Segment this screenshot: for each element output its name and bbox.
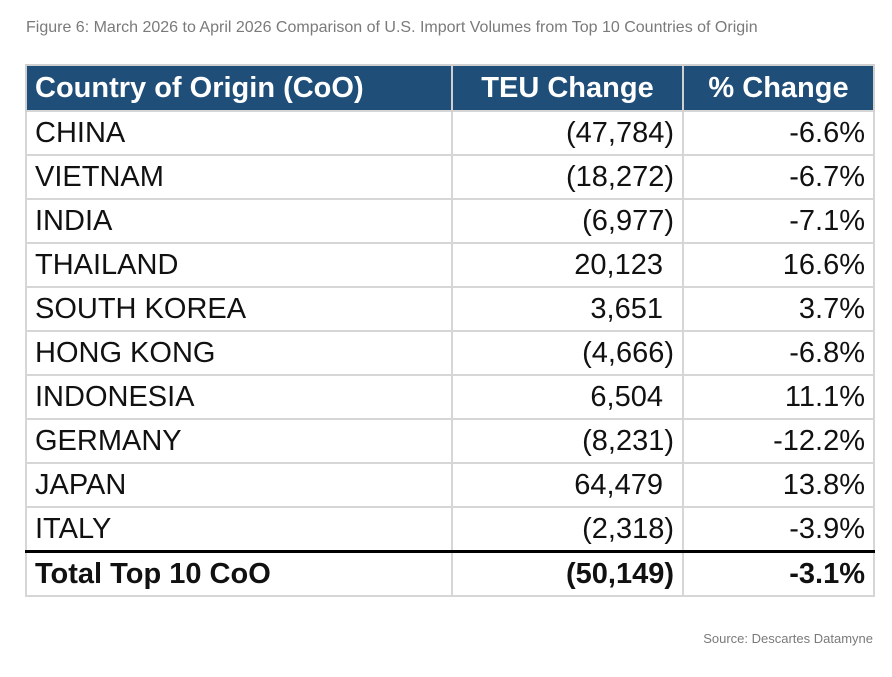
- cell-teu-change: 20,123: [451, 242, 684, 288]
- cell-teu-change: (47,784): [451, 110, 684, 156]
- cell-teu-change: 6,504: [451, 374, 684, 420]
- cell-country: INDIA: [25, 198, 453, 244]
- header-percent-change: % Change: [682, 64, 875, 111]
- cell-percent-change: -3.9%: [682, 506, 875, 553]
- cell-percent-change: -6.8%: [682, 330, 875, 376]
- total-label: Total Top 10 CoO: [25, 550, 453, 597]
- cell-country: JAPAN: [25, 462, 453, 508]
- cell-percent-change: 13.8%: [682, 462, 875, 508]
- cell-percent-change: -7.1%: [682, 198, 875, 244]
- cell-teu-change: (6,977): [451, 198, 684, 244]
- figure-caption: Figure 6: March 2026 to April 2026 Compa…: [26, 19, 758, 36]
- source-note: Source: Descartes Datamyne: [703, 631, 873, 646]
- table-total-row: Total Top 10 CoO (50,149) -3.1%: [25, 550, 875, 597]
- table-row: JAPAN 64,479 13.8%: [25, 462, 875, 508]
- cell-teu-change: (2,318): [451, 506, 684, 553]
- table-row: ITALY (2,318) -3.9%: [25, 506, 875, 553]
- cell-country: THAILAND: [25, 242, 453, 288]
- cell-teu-change: 64,479: [451, 462, 684, 508]
- table-row: HONG KONG (4,666) -6.8%: [25, 330, 875, 376]
- cell-percent-change: -6.6%: [682, 110, 875, 156]
- cell-percent-change: -6.7%: [682, 154, 875, 200]
- cell-country: CHINA: [25, 110, 453, 156]
- header-teu-change: TEU Change: [451, 64, 684, 111]
- cell-country: SOUTH KOREA: [25, 286, 453, 332]
- cell-teu-change: (4,666): [451, 330, 684, 376]
- table-row: INDIA (6,977) -7.1%: [25, 198, 875, 244]
- cell-teu-change: (8,231): [451, 418, 684, 464]
- table-row: CHINA (47,784) -6.6%: [25, 110, 875, 156]
- table-row: GERMANY (8,231) -12.2%: [25, 418, 875, 464]
- total-percent-change: -3.1%: [682, 550, 875, 597]
- table-header-row: Country of Origin (CoO) TEU Change % Cha…: [25, 64, 875, 111]
- cell-country: VIETNAM: [25, 154, 453, 200]
- cell-teu-change: 3,651: [451, 286, 684, 332]
- table-row: THAILAND 20,123 16.6%: [25, 242, 875, 288]
- total-teu-change: (50,149): [451, 550, 684, 597]
- cell-teu-change: (18,272): [451, 154, 684, 200]
- cell-percent-change: 3.7%: [682, 286, 875, 332]
- header-country: Country of Origin (CoO): [25, 64, 453, 111]
- cell-country: HONG KONG: [25, 330, 453, 376]
- cell-country: INDONESIA: [25, 374, 453, 420]
- table-row: SOUTH KOREA 3,651 3.7%: [25, 286, 875, 332]
- cell-country: GERMANY: [25, 418, 453, 464]
- cell-country: ITALY: [25, 506, 453, 553]
- cell-percent-change: 11.1%: [682, 374, 875, 420]
- table-row: VIETNAM (18,272) -6.7%: [25, 154, 875, 200]
- table-row: INDONESIA 6,504 11.1%: [25, 374, 875, 420]
- import-volume-table: Country of Origin (CoO) TEU Change % Cha…: [25, 64, 875, 597]
- cell-percent-change: 16.6%: [682, 242, 875, 288]
- cell-percent-change: -12.2%: [682, 418, 875, 464]
